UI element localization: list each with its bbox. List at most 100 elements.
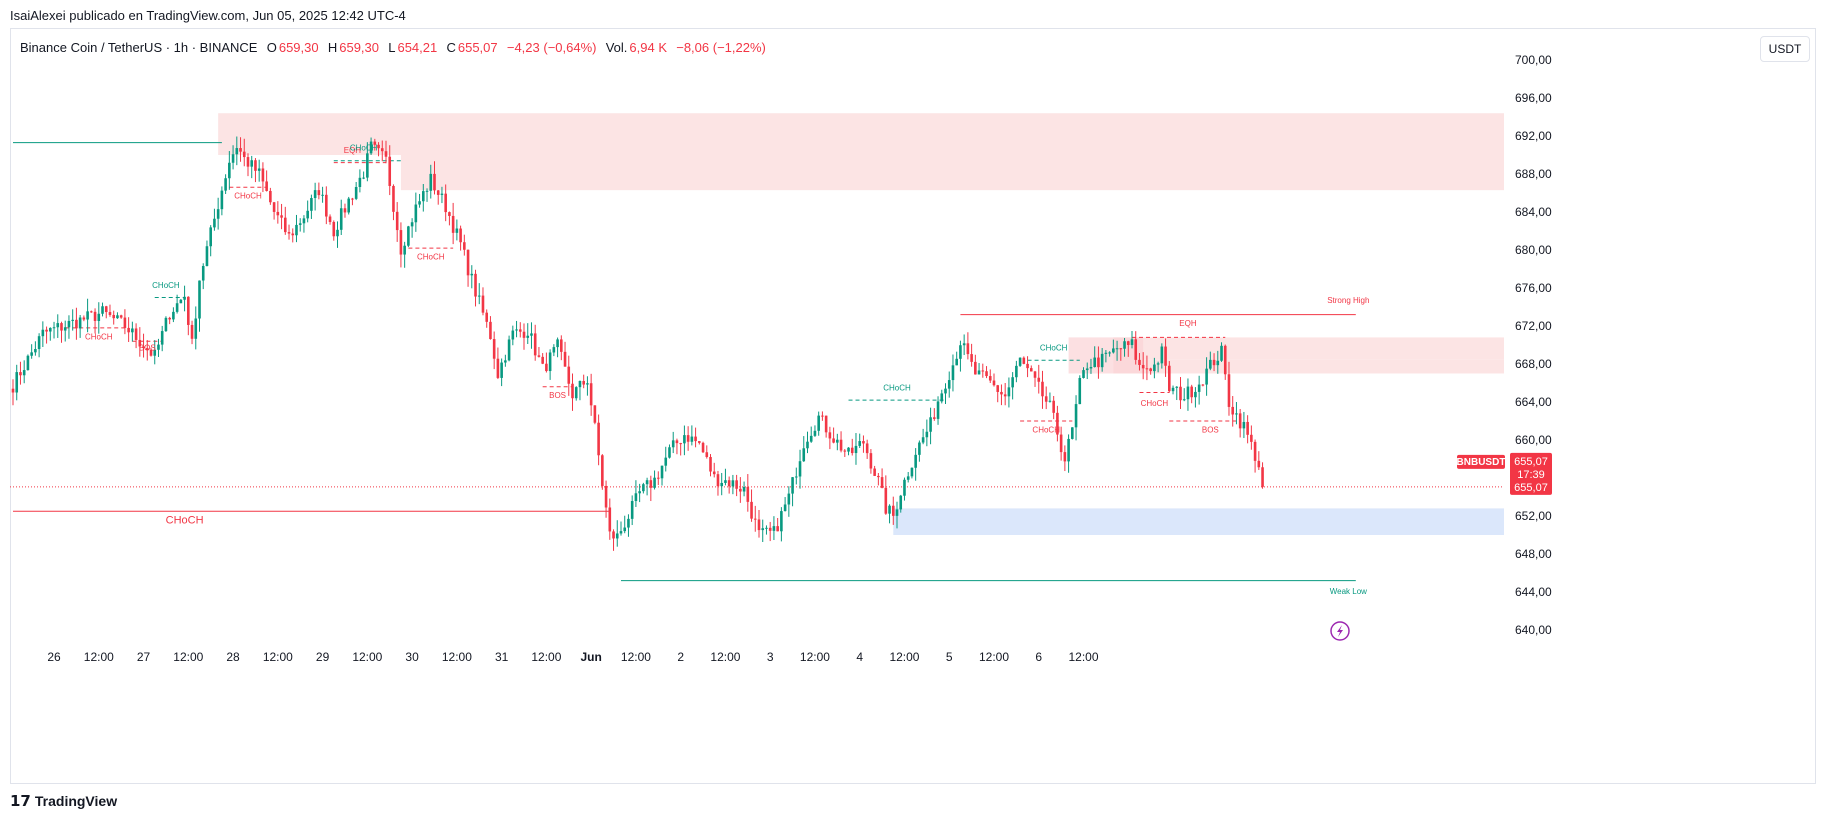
time-tick-label: 27	[137, 650, 151, 664]
candle	[410, 218, 414, 238]
candle	[671, 431, 675, 454]
candle	[395, 202, 399, 242]
candle	[1123, 337, 1126, 357]
candle	[795, 467, 798, 485]
candle	[261, 162, 265, 193]
candle-body	[511, 330, 515, 340]
candle	[1168, 361, 1171, 393]
candle-body	[56, 323, 60, 328]
candle-body	[1194, 391, 1197, 398]
time-tick-label: 26	[47, 650, 61, 664]
annotation-label: CHoCH	[1032, 425, 1060, 434]
candle	[686, 426, 690, 451]
candle	[1246, 415, 1249, 444]
candle	[985, 366, 988, 379]
candle	[836, 433, 839, 451]
candle-body	[1242, 421, 1246, 429]
candle	[276, 201, 280, 224]
candle-body	[671, 440, 675, 448]
candle-body	[127, 327, 130, 333]
candle	[1182, 388, 1186, 402]
annotation-label: CHoCH	[85, 332, 113, 341]
candle	[1048, 392, 1052, 403]
candle	[347, 196, 350, 215]
candle	[1171, 385, 1175, 395]
candle-body	[179, 299, 183, 304]
candle	[847, 447, 850, 456]
candle-body	[914, 454, 917, 468]
candle	[638, 483, 641, 503]
annotations-layer: CHoCHBOSCHoCHCHoCHEQHCHoCHCHoCHBOSCHoCHC…	[85, 143, 1369, 596]
symbol-title[interactable]: Binance Coin / TetherUS · 1h · BINANCE	[20, 40, 258, 55]
candle	[298, 218, 302, 232]
candle-body	[1209, 359, 1212, 369]
candle	[966, 332, 970, 360]
lightning-icon[interactable]	[1330, 621, 1350, 641]
candle	[1194, 387, 1197, 408]
candle	[269, 187, 272, 205]
candle	[526, 323, 530, 345]
candle	[1059, 426, 1063, 461]
lightning-icon-bolt	[1337, 625, 1343, 637]
candle	[250, 155, 254, 179]
candle	[1126, 340, 1130, 357]
candle-body	[694, 436, 697, 442]
candle-body	[101, 306, 104, 314]
candle	[589, 373, 593, 416]
candle	[698, 441, 701, 445]
low-label: L	[388, 40, 396, 55]
candle-body	[444, 193, 447, 213]
candle-body	[888, 505, 891, 514]
candle-body	[1071, 427, 1074, 439]
candle	[201, 263, 205, 290]
candle-body	[369, 141, 373, 154]
candle	[1212, 353, 1216, 372]
candle-body	[541, 356, 544, 364]
candle	[608, 498, 612, 540]
candle-body	[1097, 357, 1100, 368]
candle-body	[440, 193, 444, 195]
time-tick-label: 12:00	[442, 650, 472, 664]
candle	[485, 309, 489, 328]
candle	[71, 309, 74, 331]
candle-body	[1052, 400, 1055, 413]
candle-body	[321, 194, 324, 196]
candle	[724, 468, 727, 486]
candle	[317, 182, 321, 200]
candle-body	[988, 376, 992, 381]
candle	[52, 321, 56, 339]
time-tick-label: 3	[767, 650, 774, 664]
candle-body	[131, 328, 134, 333]
candle-body	[1231, 406, 1235, 415]
candle-body	[951, 365, 955, 381]
tradingview-brand[interactable]: 𝟭𝟳 TradingView	[10, 792, 117, 810]
candle-body	[619, 531, 623, 534]
candle	[373, 138, 377, 151]
price-tick-label: 660,00	[1515, 433, 1552, 447]
candle	[444, 184, 447, 222]
candle-body	[112, 314, 116, 319]
time-tick-label: 12:00	[352, 650, 382, 664]
price-tag-value: 655,07	[1514, 456, 1548, 468]
candle	[1078, 375, 1082, 405]
candle	[433, 161, 436, 195]
candle	[929, 407, 932, 445]
supply-zone	[218, 113, 1504, 155]
candle-body	[1041, 381, 1044, 397]
candle-body	[19, 372, 22, 376]
candle	[310, 194, 313, 219]
candle	[858, 433, 862, 449]
candle	[492, 331, 496, 370]
candle-body	[921, 437, 925, 443]
candle-body	[242, 151, 246, 158]
currency-button[interactable]: USDT	[1760, 36, 1810, 62]
candle-body	[235, 148, 239, 155]
candle-body	[1026, 363, 1029, 369]
candle	[716, 470, 720, 496]
candle-body	[604, 485, 608, 508]
candle-body	[22, 370, 26, 376]
candle	[522, 323, 526, 350]
candle-body	[265, 181, 268, 191]
